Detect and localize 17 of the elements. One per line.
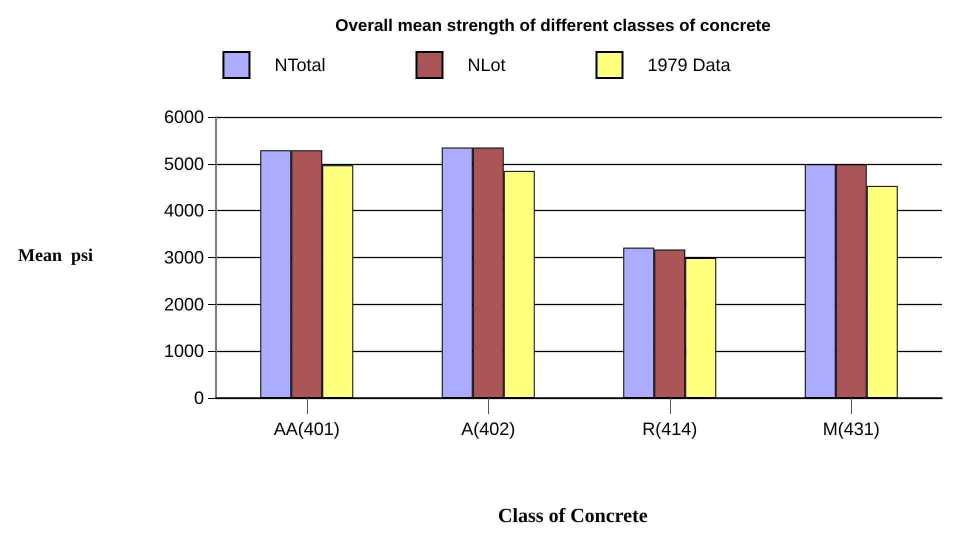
y-tick-label: 4000 <box>164 200 204 221</box>
x-tick-label: A(402) <box>461 419 516 439</box>
legend-label: NTotal <box>274 55 326 75</box>
y-tick-label: 6000 <box>164 107 204 127</box>
legend-label: NLot <box>467 55 506 75</box>
y-tick-label: 2000 <box>164 294 204 314</box>
y-tick-label: 0 <box>194 388 204 408</box>
y-tick-label: 1000 <box>164 341 204 362</box>
y-tick-label: 3000 <box>164 248 204 268</box>
x-axis-title: Class of Concrete <box>498 505 648 527</box>
y-axis-title: Mean psi <box>18 245 94 265</box>
x-tick-label: R(414) <box>642 419 698 439</box>
x-tick-label: M(431) <box>822 419 880 439</box>
chart-title: Overall mean strength of different classes of concrete <box>335 16 771 35</box>
legend-label: 1979 Data <box>647 55 732 75</box>
y-tick-label: 5000 <box>164 154 204 174</box>
x-tick-label: AA(401) <box>274 419 340 439</box>
